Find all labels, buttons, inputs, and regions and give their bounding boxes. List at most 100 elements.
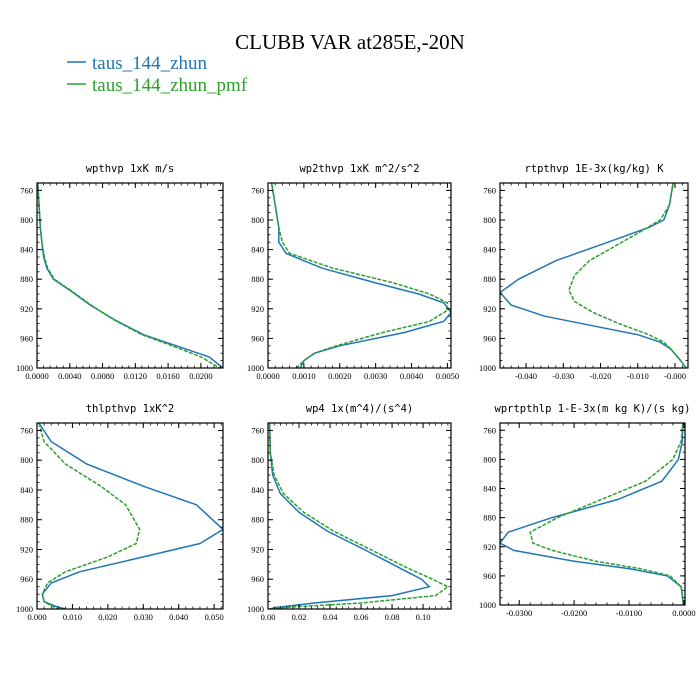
y-tick-label: 880 [483, 274, 496, 284]
y-tick-label: 800 [20, 455, 33, 465]
x-tick-label: -0.0100 [616, 608, 642, 618]
y-tick-label: 920 [483, 542, 496, 552]
y-tick-label: 920 [483, 304, 496, 314]
y-tick-label: 760 [251, 425, 264, 435]
y-tick-label: 880 [251, 515, 264, 525]
y-tick-label: 760 [251, 185, 264, 195]
y-tick-label: 880 [483, 513, 496, 523]
series-line-0 [268, 423, 431, 609]
series-line-1 [529, 423, 685, 605]
y-tick-label: 800 [20, 215, 33, 225]
series-line-0 [500, 423, 685, 605]
y-tick-label: 760 [483, 185, 496, 195]
y-tick-label: 960 [251, 574, 264, 584]
x-tick-label: 0.0040 [400, 371, 423, 381]
y-tick-label: 800 [251, 215, 264, 225]
x-tick-label: -0.020 [590, 371, 612, 381]
series-line-1 [37, 183, 221, 368]
subplot-5: wprtpthlp 1-E-3x(m kg K)/(s kg) 760 800 840… [479, 403, 696, 618]
x-tick-label: 0.0000 [672, 608, 695, 618]
y-tick-label: 880 [20, 515, 33, 525]
y-tick-label: 840 [251, 245, 264, 255]
figure-title: CLUBB VAR at285E,-20N [235, 30, 465, 54]
y-tick-label: 880 [251, 274, 264, 284]
x-tick-label: 0.0000 [256, 371, 279, 381]
x-tick-label: 0.000 [27, 612, 46, 622]
series-line-0 [270, 183, 451, 368]
x-tick-label: 0.0010 [292, 371, 315, 381]
y-tick-label: 920 [251, 544, 264, 554]
x-tick-label: 0.030 [134, 612, 153, 622]
subplot-title: wpthvp 1xK m/s [86, 163, 175, 175]
subplot-1: wp2thvp 1xK m^2/s^2 760 800 840 880 920 960 100… [247, 163, 459, 381]
y-tick-label: 1000 [247, 604, 264, 614]
y-tick-label: 840 [20, 485, 33, 495]
y-tick-label: 960 [483, 571, 496, 581]
x-tick-label: 0.0120 [124, 371, 147, 381]
subplot-title: wp2thvp 1xK m^2/s^2 [299, 163, 419, 175]
subplot-3: thlpthvp 1xK^2 760 800 840 880 920 960 10000.00… [16, 403, 224, 622]
x-tick-label: 0.0030 [364, 371, 387, 381]
plot-frame [267, 422, 452, 610]
x-tick-label: -0.0200 [561, 608, 587, 618]
subplot-title: thlpthvp 1xK^2 [86, 403, 175, 415]
y-tick-label: 840 [483, 245, 496, 255]
subplot-title: wprtpthlp 1-E-3x(m kg K)/(s kg) [495, 403, 691, 415]
x-tick-label: 0.10 [416, 612, 431, 622]
series-line-0 [38, 423, 223, 609]
x-tick-label: 0.0200 [189, 371, 212, 381]
y-tick-label: 960 [20, 574, 33, 584]
plot-frame [36, 422, 224, 610]
y-tick-label: 1000 [247, 363, 264, 373]
y-tick-label: 760 [20, 425, 33, 435]
series-line-1 [268, 423, 450, 609]
y-tick-label: 1000 [16, 363, 33, 373]
x-tick-label: 0.0040 [58, 371, 81, 381]
subplot-0: wpthvp 1xK m/s76080084088092096010000.00… [16, 163, 224, 381]
subplot-title: wp4 1x(m^4)/(s^4) [306, 403, 413, 415]
y-tick-label: 840 [483, 484, 496, 494]
y-tick-label: 960 [251, 333, 264, 343]
x-tick-label: 0.0160 [156, 371, 179, 381]
y-tick-label: 920 [251, 304, 264, 314]
x-tick-label: -0.030 [552, 371, 574, 381]
y-tick-label: 960 [483, 333, 496, 343]
x-tick-label: 0.050 [205, 612, 224, 622]
x-tick-label: 0.040 [169, 612, 188, 622]
x-tick-label: 0.08 [385, 612, 400, 622]
series-line-1 [568, 183, 687, 368]
x-tick-label: 0.04 [323, 612, 339, 622]
y-tick-label: 840 [20, 245, 33, 255]
figure-legend: taus_144_zhun taus_144_zhun_pmf [67, 53, 248, 96]
x-tick-label: 0.0080 [91, 371, 114, 381]
y-tick-label: 800 [483, 215, 496, 225]
y-tick-label: 920 [20, 544, 33, 554]
y-tick-label: 840 [251, 485, 264, 495]
y-tick-label: 800 [251, 455, 264, 465]
series-line-1 [270, 183, 449, 368]
x-tick-label: 0.010 [63, 612, 82, 622]
x-tick-label: -0.010 [627, 371, 649, 381]
y-tick-label: 1000 [479, 600, 496, 610]
subplot-title: rtpthvp 1E-3x(kg/kg) K [524, 163, 664, 175]
subplot-2: rtpthvp 1E-3x(kg/kg) K 760 800 840 880 920 960… [479, 163, 689, 381]
x-tick-label: 0.0020 [328, 371, 351, 381]
y-tick-label: 800 [483, 454, 496, 464]
x-tick-label: 0.020 [98, 612, 117, 622]
y-tick-label: 1000 [16, 604, 33, 614]
subplot-grid: wpthvp 1xK m/s76080084088092096010000.00… [16, 163, 696, 622]
series-line-0 [500, 183, 687, 368]
x-tick-label: 0.06 [354, 612, 369, 622]
plot-frame [267, 182, 452, 369]
y-tick-label: 760 [20, 185, 33, 195]
x-tick-label: 0.0050 [436, 371, 459, 381]
subplot-4: wp4 1x(m^4)/(s^4)76080084088092096010000… [247, 403, 452, 622]
series-line-0 [37, 183, 223, 368]
x-tick-label: 0.0000 [25, 371, 48, 381]
x-tick-label: 0.02 [292, 612, 307, 622]
legend-label-1: taus_144_zhun_pmf [92, 75, 248, 96]
plot-frame [499, 182, 689, 369]
x-tick-label: 0.00 [261, 612, 276, 622]
series-line-1 [38, 423, 141, 609]
